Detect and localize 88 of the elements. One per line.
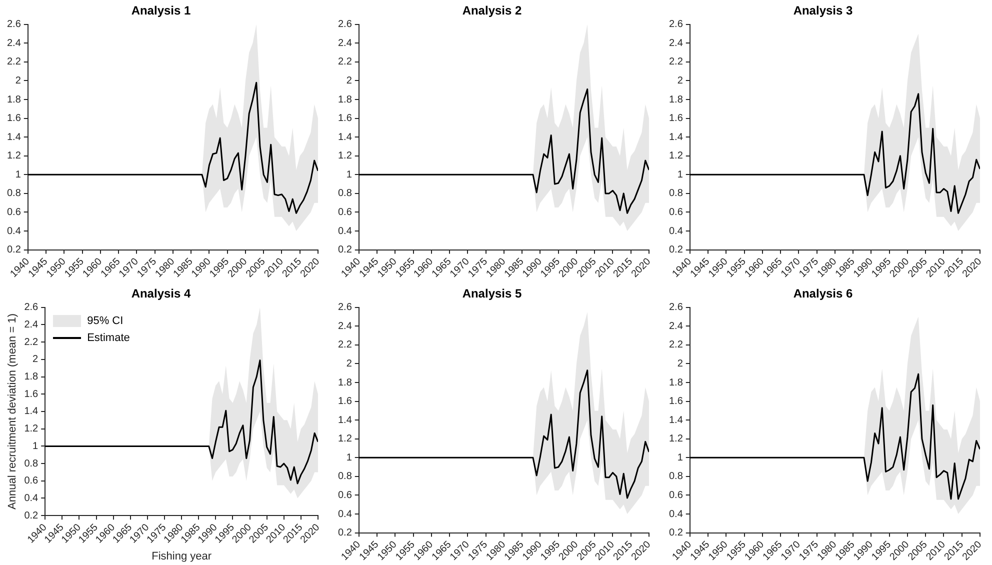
y-tick-label: 2.6 (338, 19, 352, 30)
y-tick-label: 1.4 (6, 132, 22, 143)
y-tick-label: 0.8 (338, 188, 352, 200)
y-tick-label: 0.6 (24, 476, 39, 487)
annotation: 95% CI (87, 315, 124, 328)
y-tick-label: 1.2 (6, 150, 22, 162)
y-tick-label: 1.4 (338, 132, 352, 143)
y-tick-label: 1.8 (6, 94, 22, 106)
y-tick-label: 0.6 (668, 206, 684, 218)
y-tick-label: 2 (346, 75, 352, 86)
y-tick-label: 1.6 (338, 113, 352, 124)
y-tick-label: 2.6 (668, 19, 684, 30)
y-tick-label: 0.4 (338, 508, 352, 520)
legend-label: Estimate (87, 332, 130, 344)
y-tick-label: 1.2 (24, 424, 39, 435)
y-tick-label: 1 (32, 440, 39, 452)
y-tick-label: 1.4 (24, 406, 39, 418)
chart-title: Analysis 1 (131, 4, 192, 18)
y-tick-label: 2 (32, 354, 39, 366)
y-tick-label: 0.2 (24, 510, 39, 522)
y-tick-label: 1.8 (24, 372, 39, 383)
chart-title: Analysis 5 (462, 286, 522, 301)
y-tick-label: 0.4 (668, 226, 684, 237)
y-tick-label: 1.8 (668, 377, 684, 388)
y-tick-label: 1.4 (668, 132, 684, 143)
y-tick-label: 1.2 (668, 150, 684, 162)
y-tick-label: 1.8 (338, 94, 352, 106)
y-tick-label: 1 (677, 452, 684, 464)
y-tick-label: 0.6 (338, 206, 352, 218)
y-tick-label: 1 (346, 452, 352, 464)
y-tick-label: 0.2 (338, 244, 352, 256)
y-tick-label: 0.6 (338, 490, 352, 501)
chart-title: Analysis 6 (793, 286, 854, 301)
y-tick-label: 1.2 (338, 434, 352, 445)
y-tick-label: 2.6 (668, 302, 684, 314)
y-tick-label: 0.2 (6, 244, 22, 256)
y-tick-label: 1.6 (338, 396, 352, 408)
y-tick-label: 0.8 (338, 471, 352, 482)
y-tick-label: 1.2 (668, 434, 684, 445)
y-tick-label: 0.8 (668, 471, 684, 482)
y-tick-label: 1.6 (668, 396, 684, 408)
y-tick-label: 1.8 (668, 94, 684, 106)
y-tick-label: 1 (677, 169, 684, 180)
y-tick-label: 2.4 (668, 38, 684, 49)
y-tick-label: 2.2 (338, 56, 352, 68)
y-tick-label: 0.8 (6, 188, 22, 200)
y-tick-label: 1 (15, 169, 22, 180)
y-tick-label: 2 (677, 75, 684, 86)
y-tick-label: 2.2 (24, 336, 39, 348)
y-tick-label: 2.4 (6, 38, 22, 49)
y-tick-label: 2 (677, 358, 684, 370)
y-tick-label: 0.8 (24, 458, 39, 470)
y-tick-label: 2.2 (668, 340, 684, 351)
y-tick-label: 0.2 (668, 244, 684, 256)
y-tick-label: 2.6 (338, 302, 352, 314)
y-tick-label: 0.4 (338, 226, 352, 237)
y-tick-label: 0.4 (24, 492, 39, 504)
y-tick-label: 2.4 (338, 38, 352, 49)
y-tick-label: 2.4 (668, 320, 684, 332)
y-tick-label: 2.2 (338, 340, 352, 351)
y-tick-label: 1.2 (338, 150, 352, 162)
y-tick-label: 2 (346, 358, 352, 370)
y-tick-label: 2.2 (6, 56, 22, 68)
y-tick-label: 1 (346, 169, 352, 180)
x-axis-title: Fishing year (152, 550, 212, 562)
y-tick-label: 1.4 (668, 414, 684, 426)
y-tick-label: 1.8 (338, 377, 352, 388)
y-tick-label: 2.4 (24, 320, 39, 330)
y-tick-label: 0.4 (668, 508, 684, 520)
y-tick-label: 1.6 (6, 113, 22, 124)
y-tick-label: 0.6 (6, 206, 22, 218)
y-axis-title: Annual recruitment deviation (mean = 1) (6, 314, 19, 510)
y-tick-label: 2.6 (6, 19, 22, 30)
y-tick-label: 1.6 (668, 113, 684, 124)
y-tick-label: 0.6 (668, 490, 684, 501)
y-tick-label: 2.2 (668, 56, 684, 68)
y-tick-label: 2.6 (24, 302, 39, 314)
chart-title: Analysis 2 (462, 4, 522, 18)
y-tick-label: 2.4 (338, 320, 352, 332)
chart-title: Analysis 3 (793, 4, 854, 18)
y-tick-label: 0.2 (668, 528, 684, 539)
y-tick-label: 1.4 (338, 414, 352, 426)
y-tick-label: 1.6 (24, 388, 39, 400)
chart-title: Analysis 4 (131, 286, 192, 301)
y-tick-label: 0.2 (338, 528, 352, 539)
y-tick-label: 2 (15, 75, 22, 86)
y-tick-label: 0.8 (668, 188, 684, 200)
y-tick-label: 0.4 (6, 226, 22, 237)
